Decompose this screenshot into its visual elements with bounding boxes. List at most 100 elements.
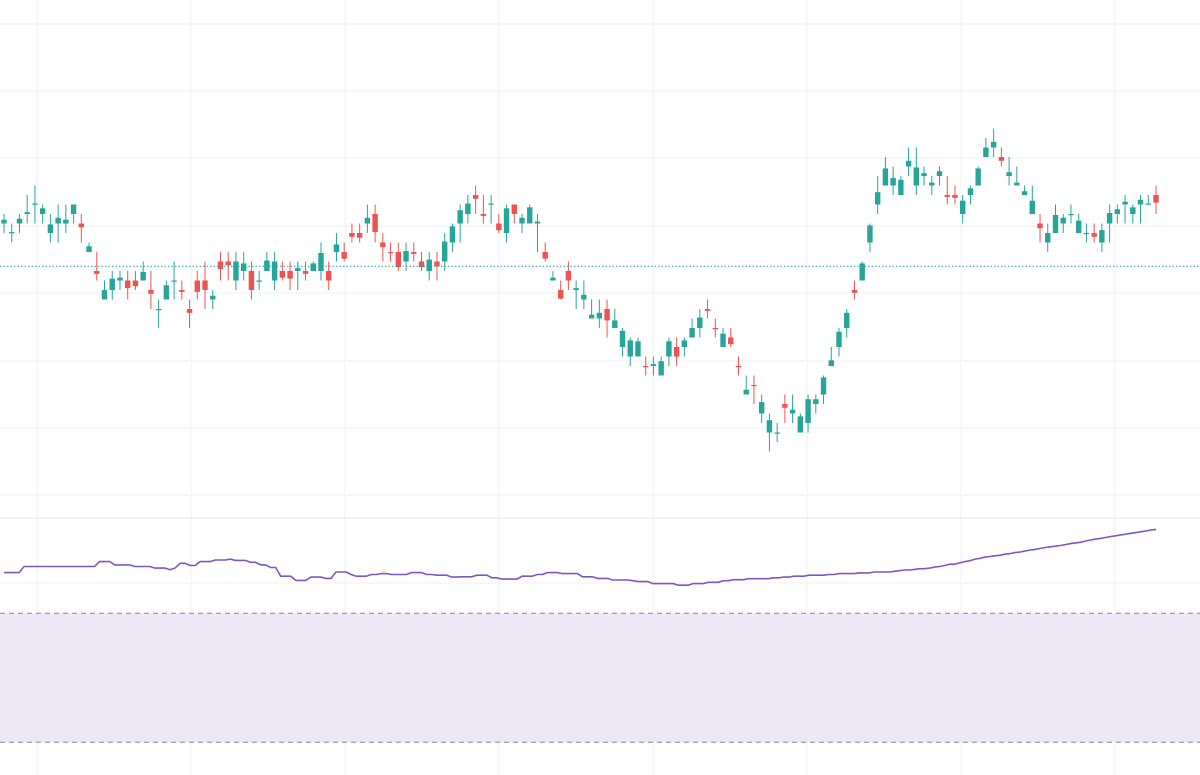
candle-body (534, 221, 541, 224)
candle-body (557, 290, 564, 299)
candle-body (1006, 172, 1012, 176)
candle-body (1130, 207, 1136, 214)
candle-body (179, 290, 185, 292)
candle-body (643, 366, 649, 368)
candle-body (1145, 203, 1151, 205)
candle-body (1106, 213, 1113, 224)
candle-body (240, 263, 247, 271)
candle-body (990, 141, 997, 148)
candle-body (789, 409, 796, 414)
rsi-pane[interactable] (0, 528, 1200, 743)
candle-body (441, 241, 448, 262)
candle-body (202, 280, 208, 290)
candle-body (124, 280, 131, 289)
candle-body (673, 347, 680, 357)
candle-body (155, 309, 162, 311)
candle-body (758, 402, 765, 414)
candle-body (9, 232, 15, 234)
candle-body (867, 225, 873, 243)
candle-body (851, 290, 858, 293)
candle-body (148, 290, 154, 294)
candle-body (326, 271, 332, 281)
candle-body (24, 212, 30, 214)
candle-body (63, 219, 69, 224)
candle-body (16, 218, 23, 224)
rsi-line (4, 528, 1157, 586)
candle-body (503, 208, 510, 233)
candle-body (1037, 223, 1043, 229)
candle-body (929, 182, 935, 186)
candle-body (1068, 214, 1074, 216)
candle-body (975, 168, 981, 186)
candle-body (1114, 209, 1121, 214)
price-pane[interactable] (0, 128, 1200, 452)
candle-body (573, 288, 579, 290)
candle-body (310, 263, 316, 271)
candle-body (140, 271, 146, 281)
candle-body (411, 252, 417, 254)
candle-body (820, 377, 827, 395)
candle-body (967, 188, 974, 195)
candle-body (658, 361, 664, 376)
candle-body (457, 210, 463, 224)
candle-body (735, 366, 742, 368)
candle-body (596, 312, 603, 319)
candle-body (998, 157, 1005, 161)
candle-body (805, 399, 811, 423)
candle-body (480, 214, 487, 216)
candle-body (874, 192, 881, 205)
candle-body (465, 203, 471, 214)
candle-body (836, 331, 842, 347)
candle-body (132, 280, 139, 287)
candle-body (952, 195, 958, 198)
candle-body (1075, 220, 1082, 233)
candle-body (403, 251, 409, 262)
candle-body (472, 195, 479, 199)
candle-body (434, 261, 440, 267)
candle-body (1060, 217, 1066, 224)
candle-body (86, 246, 92, 252)
candle-body (341, 252, 347, 259)
candle-body (217, 261, 224, 270)
candle-body (101, 290, 108, 300)
candle-body (689, 328, 695, 338)
candle-body (163, 285, 170, 300)
candle-body (333, 244, 340, 252)
candle-body (681, 340, 688, 347)
candle-body (720, 333, 726, 347)
candle-body (882, 168, 889, 186)
candle-body (109, 278, 115, 290)
candle-body (295, 268, 301, 271)
candle-body (70, 204, 77, 214)
candle-body (936, 171, 943, 176)
candle-body (1029, 200, 1036, 214)
candle-body (426, 259, 432, 271)
candle-body (47, 224, 54, 233)
candle-body (859, 263, 865, 281)
candle-body (797, 416, 804, 433)
candle-body (356, 233, 363, 238)
candle-body (1, 219, 7, 224)
candle-body (527, 207, 533, 224)
candle-body (844, 312, 850, 328)
candle-body (233, 261, 239, 281)
candle-body (1014, 182, 1020, 186)
candle-body (1052, 214, 1059, 233)
candle-body (364, 217, 371, 224)
candle-body (898, 179, 904, 195)
candle-body (565, 271, 572, 281)
candle-body (186, 309, 193, 313)
candle-body (349, 233, 355, 237)
candle-body (194, 280, 200, 292)
candle-body (1091, 233, 1097, 237)
candle-body (542, 252, 548, 259)
candle-body (55, 217, 61, 224)
candle-body (983, 147, 989, 157)
candle-body (890, 177, 896, 186)
candle-body (619, 330, 626, 347)
candle-body (78, 223, 85, 228)
candle-body (627, 340, 633, 357)
candle-body (697, 317, 703, 328)
candle-body (449, 226, 456, 243)
